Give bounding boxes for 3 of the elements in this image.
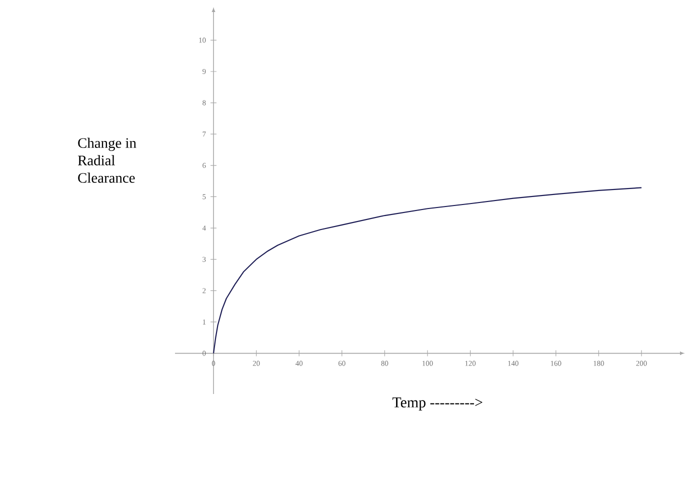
line-series [212,187,642,354]
x-axis-title: Temp ---------> [392,398,482,410]
y-axis-title: Change in Radial Clearance [78,138,136,183]
